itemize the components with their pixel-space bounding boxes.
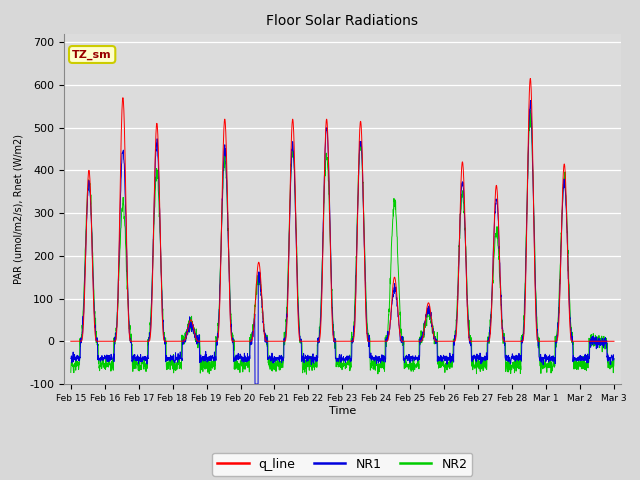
q_line <box>527 76 534 82</box>
NR2 <box>610 356 618 362</box>
NR1 <box>67 356 75 361</box>
NR2 <box>537 371 545 376</box>
NR2 <box>527 108 534 113</box>
NR1 <box>527 98 534 104</box>
NR1 <box>251 381 259 387</box>
NR2 <box>303 372 310 377</box>
NR2 <box>67 370 75 375</box>
q_line <box>537 338 545 344</box>
NR2 <box>375 363 383 369</box>
q_line <box>375 338 383 344</box>
Y-axis label: PAR (umol/m2/s), Rnet (W/m2): PAR (umol/m2/s), Rnet (W/m2) <box>13 134 24 284</box>
q_line <box>239 338 246 344</box>
q_line <box>121 153 129 159</box>
Legend: q_line, NR1, NR2: q_line, NR1, NR2 <box>212 453 472 476</box>
q_line <box>603 338 611 344</box>
NR1 <box>239 358 246 363</box>
Line: q_line: q_line <box>71 79 614 341</box>
NR1 <box>610 356 618 362</box>
q_line <box>506 338 513 344</box>
NR1 <box>375 359 383 364</box>
Title: Floor Solar Radiations: Floor Solar Radiations <box>266 14 419 28</box>
Line: NR1: NR1 <box>71 101 614 384</box>
Text: TZ_sm: TZ_sm <box>72 49 112 60</box>
X-axis label: Time: Time <box>329 406 356 416</box>
q_line <box>610 338 618 344</box>
Line: NR2: NR2 <box>71 110 614 374</box>
NR2 <box>121 223 129 229</box>
NR2 <box>239 363 246 369</box>
NR1 <box>506 357 514 363</box>
NR2 <box>506 359 514 365</box>
NR1 <box>603 338 611 344</box>
NR1 <box>121 190 129 196</box>
q_line <box>67 338 75 344</box>
NR2 <box>603 341 611 347</box>
NR1 <box>537 359 545 364</box>
